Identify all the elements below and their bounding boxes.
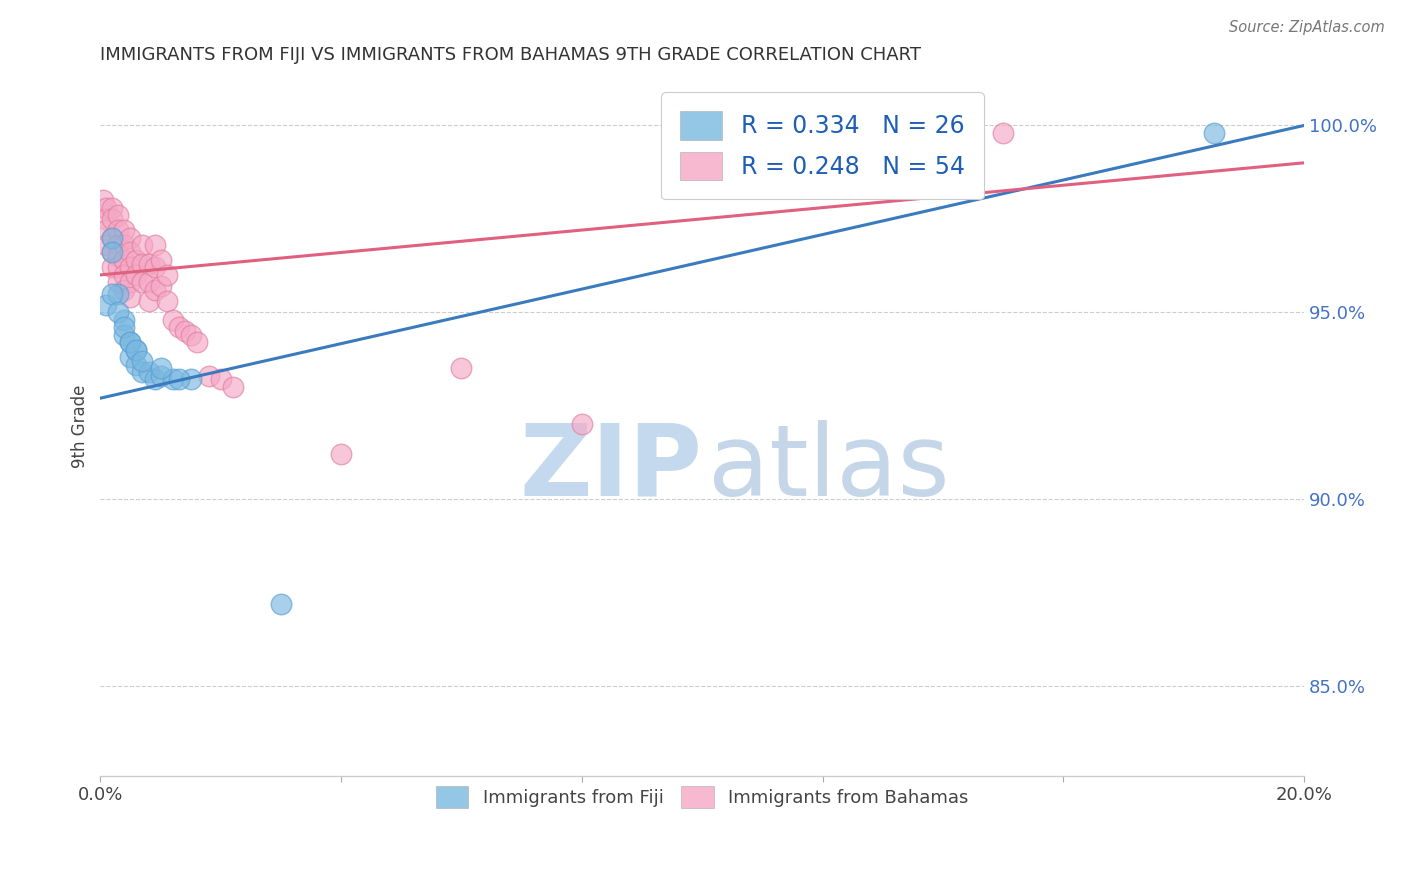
Point — [107, 260, 129, 275]
Point — [112, 268, 135, 282]
Point — [149, 368, 172, 383]
Point — [167, 320, 190, 334]
Point — [162, 372, 184, 386]
Point — [120, 335, 142, 350]
Point — [112, 312, 135, 326]
Point — [107, 305, 129, 319]
Point — [186, 335, 208, 350]
Point — [571, 417, 593, 432]
Y-axis label: 9th Grade: 9th Grade — [72, 384, 89, 468]
Point — [143, 372, 166, 386]
Point — [112, 320, 135, 334]
Point — [180, 372, 202, 386]
Text: atlas: atlas — [709, 419, 950, 516]
Legend: Immigrants from Fiji, Immigrants from Bahamas: Immigrants from Fiji, Immigrants from Ba… — [429, 779, 976, 815]
Point — [131, 257, 153, 271]
Point — [131, 354, 153, 368]
Point — [131, 365, 153, 379]
Point — [120, 290, 142, 304]
Point — [107, 223, 129, 237]
Text: IMMIGRANTS FROM FIJI VS IMMIGRANTS FROM BAHAMAS 9TH GRADE CORRELATION CHART: IMMIGRANTS FROM FIJI VS IMMIGRANTS FROM … — [100, 46, 921, 64]
Point — [125, 358, 148, 372]
Point — [120, 260, 142, 275]
Point — [162, 312, 184, 326]
Point — [120, 245, 142, 260]
Point — [138, 365, 160, 379]
Point — [96, 238, 118, 252]
Point — [96, 201, 118, 215]
Point — [112, 252, 135, 267]
Point — [96, 211, 118, 226]
Point — [125, 252, 148, 267]
Point — [138, 257, 160, 271]
Point — [125, 343, 148, 357]
Point — [101, 230, 124, 244]
Point — [101, 230, 124, 244]
Point — [101, 286, 124, 301]
Point — [96, 223, 118, 237]
Point — [125, 268, 148, 282]
Point — [101, 201, 124, 215]
Point — [155, 293, 177, 308]
Point — [143, 260, 166, 275]
Point — [125, 343, 148, 357]
Point — [112, 238, 135, 252]
Point — [143, 283, 166, 297]
Point — [270, 597, 292, 611]
Point — [112, 283, 135, 297]
Point — [107, 249, 129, 263]
Point — [143, 238, 166, 252]
Point — [120, 230, 142, 244]
Point — [131, 238, 153, 252]
Point — [101, 260, 124, 275]
Point — [107, 286, 129, 301]
Point — [149, 361, 172, 376]
Point — [131, 276, 153, 290]
Point — [138, 276, 160, 290]
Point — [107, 276, 129, 290]
Point — [149, 252, 172, 267]
Point — [112, 327, 135, 342]
Point — [107, 208, 129, 222]
Point — [101, 245, 124, 260]
Point — [991, 126, 1014, 140]
Point — [155, 268, 177, 282]
Point — [149, 279, 172, 293]
Point — [1202, 126, 1225, 140]
Point — [120, 335, 142, 350]
Point — [112, 223, 135, 237]
Text: Source: ZipAtlas.com: Source: ZipAtlas.com — [1229, 20, 1385, 35]
Point — [101, 245, 124, 260]
Point — [120, 276, 142, 290]
Point — [138, 293, 160, 308]
Point — [180, 327, 202, 342]
Point — [450, 361, 472, 376]
Point — [101, 211, 124, 226]
Point — [107, 238, 129, 252]
Text: ZIP: ZIP — [519, 419, 702, 516]
Point — [167, 372, 190, 386]
Point — [96, 298, 118, 312]
Point — [811, 174, 834, 188]
Point — [222, 380, 245, 394]
Point — [120, 350, 142, 364]
Point — [330, 447, 353, 461]
Point — [173, 324, 195, 338]
Point — [93, 193, 115, 207]
Point — [197, 368, 219, 383]
Point — [209, 372, 232, 386]
